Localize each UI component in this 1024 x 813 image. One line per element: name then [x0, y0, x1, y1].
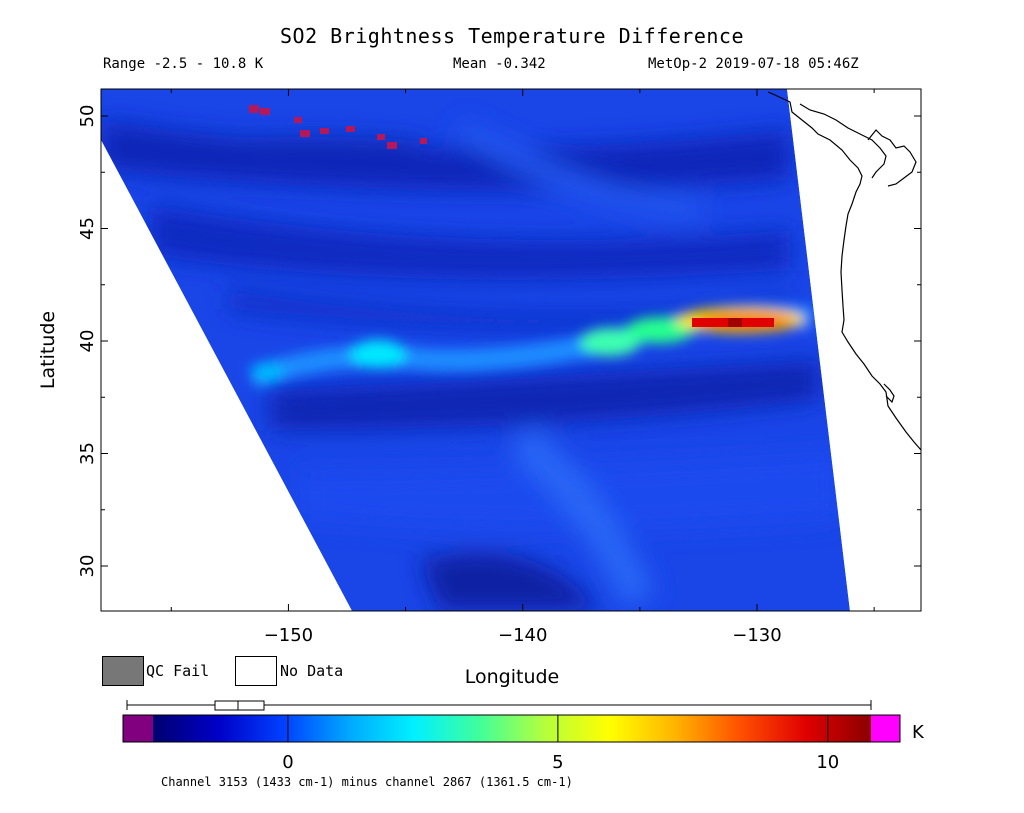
- colorbar-tick-label: 5: [552, 752, 563, 773]
- purple-pixels: [249, 105, 427, 149]
- colorbar-ramp: [153, 715, 871, 742]
- y-tick-label: 30: [77, 555, 98, 578]
- x-axis-label: Longitude: [465, 666, 560, 688]
- y-tick-label: 50: [77, 105, 98, 128]
- x-tick-label: −140: [498, 625, 547, 646]
- range-indicator: [126, 700, 872, 711]
- x-tick-label: −130: [732, 625, 781, 646]
- range-readout: Range -2.5 - 10.8 K: [103, 56, 264, 72]
- y-tick-label: 45: [77, 217, 98, 240]
- coastline: [767, 91, 922, 451]
- qc-fail-swatch: [102, 656, 144, 686]
- mean-readout: Mean -0.342: [453, 56, 546, 72]
- chart-title: SO2 Brightness Temperature Difference: [279, 24, 745, 48]
- colorbar-caption: Channel 3153 (1433 cm-1) minus channel 2…: [161, 775, 573, 789]
- y-axis-label: Latitude: [37, 311, 59, 389]
- x-tick-label: −150: [264, 625, 313, 646]
- colorbar-tick-label: 0: [282, 752, 293, 773]
- instrument-datetime: MetOp-2 2019-07-18 05:46Z: [648, 56, 859, 72]
- qc-fail-label: QC Fail: [146, 662, 210, 680]
- longitude-axis: −150 −140 −130: [170, 89, 875, 646]
- colorbar-tick-label: 10: [816, 752, 839, 773]
- no-data-label: No Data: [280, 662, 344, 680]
- colorbar-over: [871, 715, 900, 742]
- colorbar-unit: K: [912, 722, 925, 743]
- colorbar-under: [123, 715, 153, 742]
- colorbar: 0 5 10: [122, 714, 901, 773]
- colorbar-frame: [122, 714, 901, 743]
- y-tick-label: 40: [77, 330, 98, 353]
- y-tick-label: 35: [77, 442, 98, 465]
- latitude-axis: 30 35 40 45 50: [77, 105, 921, 578]
- plot-frame: [100, 88, 922, 612]
- no-data-swatch: [235, 656, 277, 686]
